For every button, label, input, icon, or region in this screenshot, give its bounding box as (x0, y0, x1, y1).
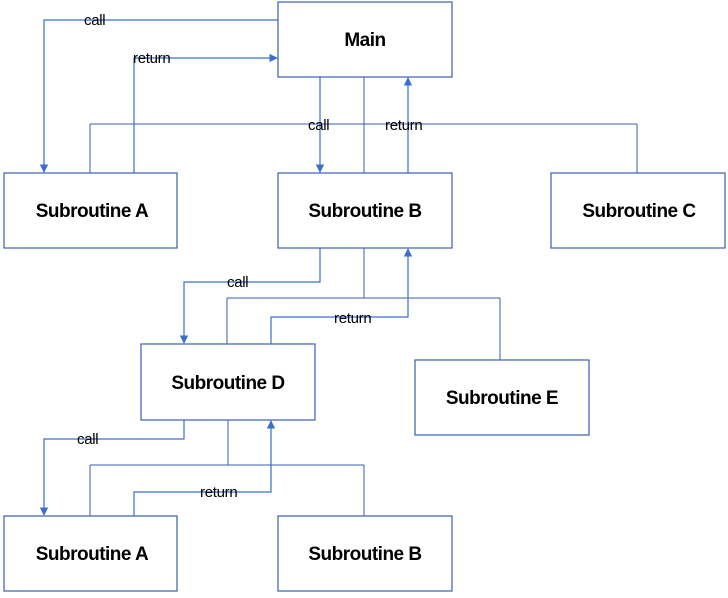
node-subroutine-a-bottom: Subroutine A (3, 515, 178, 592)
call-arrow-main-to-a (39, 19, 278, 173)
return-arrow-a-to-main (133, 53, 278, 173)
call-arrow-b-to-d (179, 248, 321, 344)
node-subroutine-b-bottom-label: Subroutine B (308, 544, 421, 565)
node-subroutine-d: Subroutine D (140, 343, 316, 421)
node-main: Main (277, 1, 453, 78)
tree-connector-subroutine-b (226, 248, 501, 360)
call-label: call (308, 117, 329, 134)
node-subroutine-e: Subroutine E (414, 359, 590, 436)
node-subroutine-b-mid-label: Subroutine B (308, 201, 421, 222)
node-subroutine-c: Subroutine C (550, 172, 726, 249)
call-label: call (77, 431, 98, 448)
node-subroutine-d-label: Subroutine D (171, 373, 284, 394)
return-label: return (385, 117, 422, 134)
node-subroutine-a-top: Subroutine A (3, 172, 178, 249)
return-arrow-d-to-b (270, 248, 413, 344)
call-arrow-d-to-a (39, 420, 185, 516)
return-label: return (334, 310, 371, 327)
call-label: call (84, 12, 105, 29)
node-subroutine-c-label: Subroutine C (582, 201, 696, 222)
node-subroutine-b-mid: Subroutine B (277, 172, 453, 249)
node-subroutine-e-label: Subroutine E (446, 388, 558, 409)
return-label: return (133, 50, 170, 67)
tree-connector-subroutine-d (89, 420, 365, 516)
node-main-label: Main (344, 30, 385, 51)
return-arrow-a-to-d (133, 420, 276, 516)
node-subroutine-a-bottom-label: Subroutine A (36, 544, 149, 565)
node-subroutine-a-top-label: Subroutine A (36, 201, 149, 222)
return-label: return (200, 484, 237, 501)
call-label: call (227, 274, 248, 291)
node-subroutine-b-bottom: Subroutine B (277, 515, 453, 592)
tree-connector-main (89, 77, 638, 173)
